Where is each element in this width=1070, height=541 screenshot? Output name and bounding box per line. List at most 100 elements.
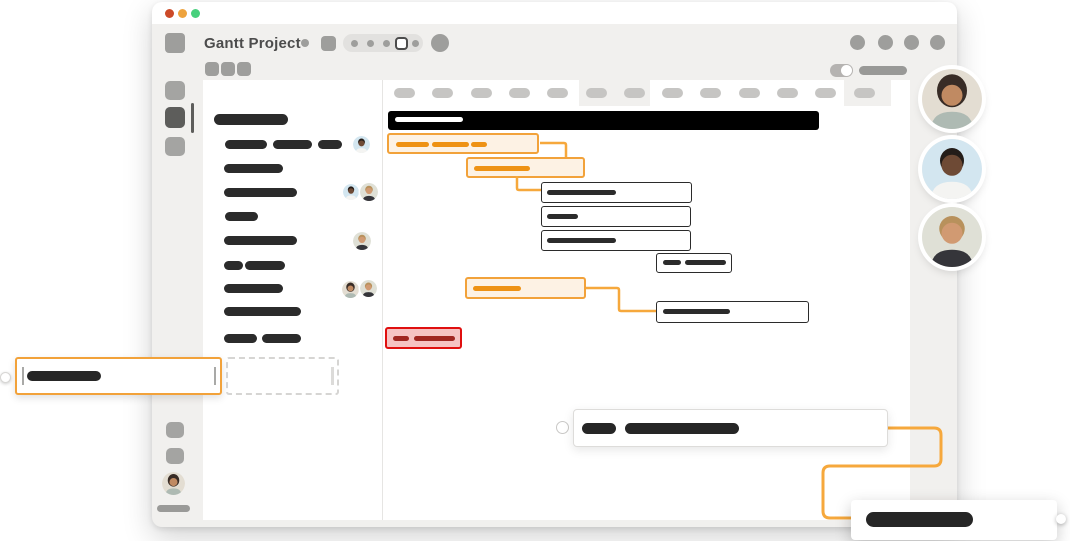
timeline-date-placeholder [777,88,798,98]
task-label-placeholder [273,140,312,149]
task-row[interactable] [203,182,382,202]
task-edit-input[interactable] [15,357,222,395]
task-label-placeholder [318,140,342,149]
toolbar-circle-button[interactable] [431,34,449,52]
timeline-date-placeholder [853,88,875,98]
window-menu-button[interactable] [930,35,945,50]
app-window: Gantt Project [152,2,957,527]
gantt-bar-danger[interactable] [385,327,462,349]
assignee-avatar [342,281,359,298]
assignee-avatar [353,136,370,153]
timeline-date-placeholder [547,88,569,98]
team-member-avatar[interactable] [922,207,982,267]
sidebar-item-help[interactable] [166,448,184,464]
timeline-date-placeholder [623,88,645,98]
gantt-bar-normal[interactable] [656,253,732,273]
minimize-button[interactable] [178,9,187,18]
tooltip-text-placeholder [866,512,973,527]
timeline-date-placeholder [738,88,760,98]
gantt-chart-panel [382,80,910,520]
timeline-date-placeholder [470,88,492,98]
view-option-icon[interactable] [351,39,358,47]
view-option-icon[interactable] [367,39,374,47]
toolbar-action-button[interactable] [221,62,235,76]
view-option-active-icon[interactable] [395,36,408,50]
window-menu-button[interactable] [904,35,919,50]
task-list-panel [203,80,382,520]
task-radio-button[interactable] [556,421,569,434]
task-row[interactable] [203,255,382,275]
cursor-dot [1056,514,1066,524]
gantt-bar-active[interactable] [387,133,539,154]
task-row[interactable] [203,158,382,178]
toolbar-dot-icon [301,39,309,47]
task-row[interactable] [203,278,382,298]
tooltip-popup [851,500,1057,540]
task-row[interactable] [203,301,382,321]
close-button[interactable] [165,9,174,18]
task-row[interactable] [203,328,382,348]
traffic-lights [165,2,225,24]
drag-handle-dot[interactable] [0,372,11,383]
new-task-dropzone[interactable] [226,357,339,395]
resize-caret [214,367,216,385]
timeline-header [383,80,911,106]
sidebar-collapse-handle[interactable] [157,505,190,512]
task-label-placeholder [224,284,283,293]
task-row[interactable] [203,230,382,250]
gantt-bar-normal[interactable] [541,230,691,251]
toggle-label-placeholder [859,66,907,75]
bar-label-placeholder [396,141,429,147]
assignee-avatar [353,232,371,250]
bar-label-placeholder [395,116,463,122]
window-menu-button[interactable] [878,35,893,50]
task-name-placeholder [27,371,101,381]
sidebar-item-board[interactable] [165,137,185,156]
gantt-bar-active[interactable] [466,157,585,178]
task-row[interactable] [203,110,382,130]
timeline-date-placeholder [815,88,837,98]
timeline-date-placeholder [662,88,684,98]
task-label-placeholder [224,307,301,316]
view-option-icon[interactable] [412,39,419,47]
sidebar-item-calendar[interactable] [165,81,185,100]
task-label-placeholder [224,236,297,245]
window-titlebar[interactable] [152,2,957,24]
assignee-avatar [343,184,359,200]
gantt-bar-normal[interactable] [656,301,809,323]
team-member-avatar[interactable] [922,69,982,129]
zoom-button[interactable] [191,9,200,18]
toggle-switch[interactable] [830,64,853,77]
toolbar-action-button[interactable] [205,62,219,76]
view-option-icon[interactable] [383,39,390,47]
gantt-bar-active[interactable] [465,277,586,299]
sidebar-item-gantt[interactable] [165,107,185,128]
gantt-bar-summary[interactable] [388,111,819,130]
avatar[interactable] [162,472,185,495]
task-row[interactable] [203,134,382,154]
bar-label-placeholder [414,336,455,341]
toggle-knob [841,65,852,76]
assignee-avatar [360,183,378,201]
dependency-line [586,286,656,313]
task-row[interactable] [203,206,382,226]
task-label-placeholder [224,164,283,173]
timeline-date-placeholder [700,88,722,98]
task-detail-card[interactable] [573,409,888,447]
gantt-bar-normal[interactable] [541,206,691,227]
sidebar-item-settings[interactable] [166,422,184,438]
toolbar-button[interactable] [321,36,336,51]
bar-label-placeholder [663,309,730,314]
task-label-placeholder [225,140,267,149]
gantt-bar-normal[interactable] [541,182,692,203]
text-caret [22,367,24,385]
bar-label-placeholder [471,141,487,147]
toolbar-action-button[interactable] [237,62,251,76]
window-menu-button[interactable] [850,35,865,50]
team-member-avatar[interactable] [922,139,982,199]
bar-label-placeholder [432,141,469,147]
bar-label-placeholder [547,213,578,219]
assignee-avatar [360,280,377,297]
view-switcher[interactable] [343,34,423,52]
active-indicator [191,103,194,133]
